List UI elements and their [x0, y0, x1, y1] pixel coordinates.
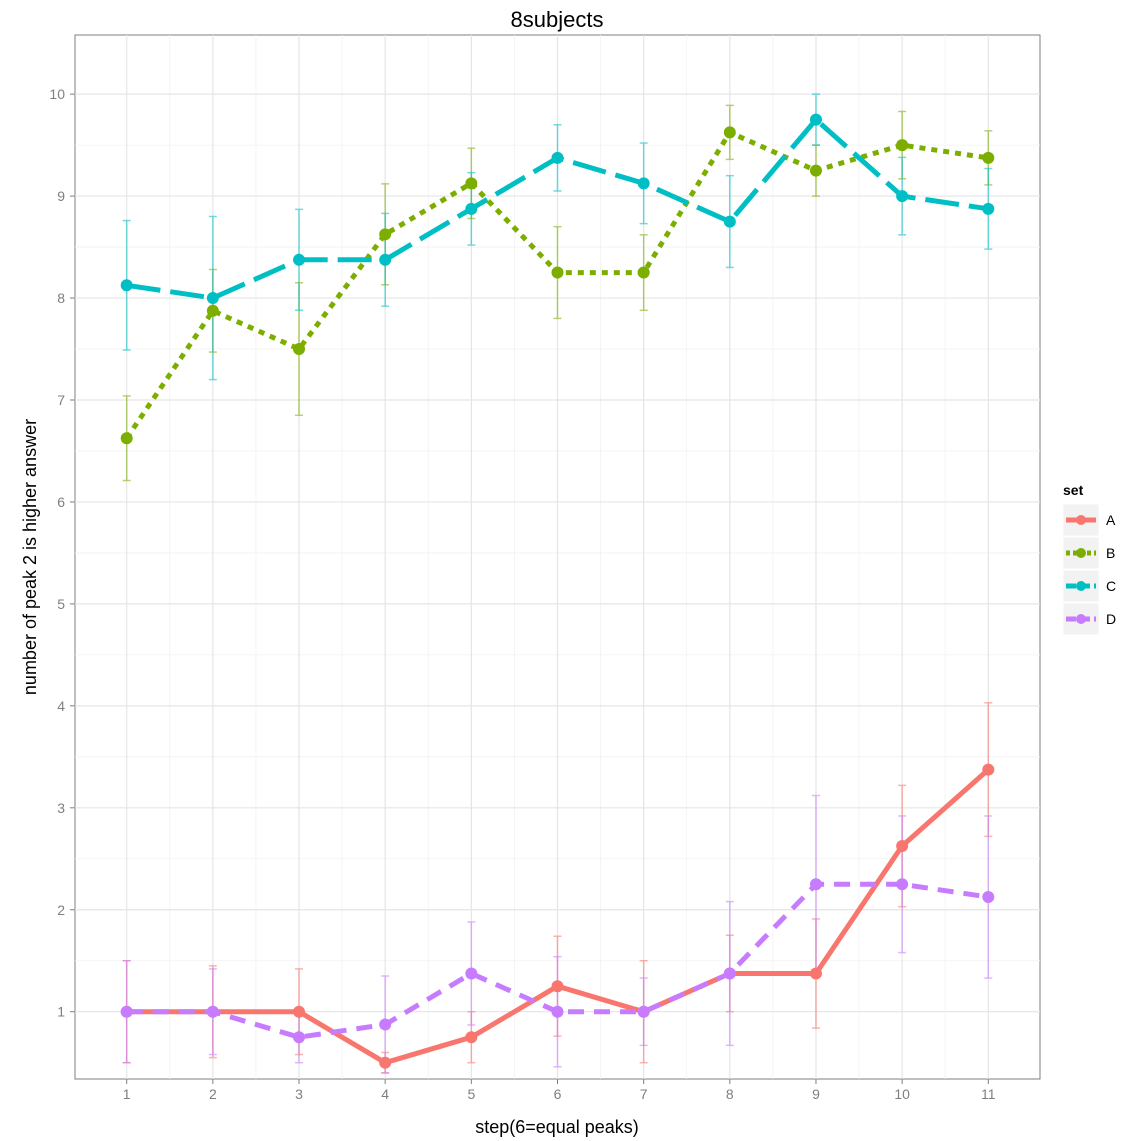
x-tick-label: 2 [209, 1086, 217, 1102]
x-tick-label: 3 [295, 1086, 303, 1102]
data-point-B [379, 228, 392, 241]
data-point-C [723, 215, 736, 228]
legend: set A B C D [1062, 482, 1116, 636]
legend-label-B: B [1106, 545, 1115, 561]
data-point-B [723, 126, 736, 139]
x-tick-label: 5 [467, 1086, 475, 1102]
data-point-B [551, 266, 564, 279]
y-tick-label: 9 [57, 188, 65, 204]
data-point-A [551, 980, 564, 993]
data-point-A [379, 1056, 392, 1069]
x-tick-label: 7 [640, 1086, 648, 1102]
x-axis-title: step(6=equal peaks) [475, 1117, 639, 1137]
y-tick-label: 5 [57, 596, 65, 612]
data-point-C [637, 177, 650, 190]
data-point-D [465, 967, 478, 980]
data-point-C [551, 151, 564, 164]
data-point-B [465, 177, 478, 190]
data-point-C [982, 202, 995, 215]
y-tick-label: 3 [57, 800, 65, 816]
data-point-D [723, 967, 736, 980]
legend-key-point-C [1076, 581, 1086, 591]
data-point-D [637, 1005, 650, 1018]
data-point-B [120, 432, 133, 445]
data-point-C [206, 292, 219, 305]
legend-label-A: A [1106, 512, 1116, 528]
data-point-B [206, 304, 219, 317]
data-point-C [809, 113, 822, 126]
data-point-C [120, 279, 133, 292]
x-tick-label: 1 [123, 1086, 131, 1102]
data-point-C [896, 190, 909, 203]
axis-ticks: 1 2 3 4 5 6 7 8 9 10 1 2 3 4 5 6 7 8 9 10 11 [49, 86, 995, 1102]
data-point-D [809, 878, 822, 891]
data-point-A [465, 1031, 478, 1044]
data-point-A [982, 763, 995, 776]
data-point-D [379, 1018, 392, 1031]
y-tick-label: 4 [57, 698, 65, 714]
data-point-C [293, 253, 306, 266]
data-point-B [809, 164, 822, 177]
legend-label-D: D [1106, 611, 1116, 627]
y-tick-label: 1 [57, 1004, 65, 1020]
y-tick-label: 7 [57, 392, 65, 408]
data-point-D [120, 1005, 133, 1018]
legend-items: A B C D [1062, 503, 1116, 636]
legend-key-point-A [1076, 515, 1086, 525]
legend-title: set [1063, 482, 1084, 498]
data-point-D [551, 1005, 564, 1018]
data-point-B [896, 139, 909, 152]
data-point-A [809, 967, 822, 980]
y-tick-label: 6 [57, 494, 65, 510]
data-point-B [637, 266, 650, 279]
legend-key-point-D [1076, 614, 1086, 624]
x-tick-label: 11 [981, 1086, 996, 1102]
x-tick-label: 8 [726, 1086, 734, 1102]
data-point-C [379, 253, 392, 266]
y-tick-label: 8 [57, 290, 65, 306]
data-point-A [896, 840, 909, 853]
y-axis-title: number of peak 2 is higher answer [20, 419, 40, 695]
x-tick-label: 4 [381, 1086, 389, 1102]
data-point-C [465, 202, 478, 215]
legend-key-point-B [1076, 548, 1086, 558]
y-tick-label: 10 [49, 86, 65, 102]
data-point-D [982, 891, 995, 904]
legend-label-C: C [1106, 578, 1116, 594]
y-tick-label: 2 [57, 902, 65, 918]
data-point-D [293, 1031, 306, 1044]
x-tick-label: 6 [554, 1086, 562, 1102]
x-tick-label: 9 [812, 1086, 820, 1102]
grid-lines [75, 35, 1040, 1079]
data-point-B [293, 343, 306, 356]
chart-title: 8subjects [511, 7, 604, 32]
data-point-D [896, 878, 909, 891]
data-point-B [982, 151, 995, 164]
data-point-A [293, 1005, 306, 1018]
series-points [120, 113, 995, 1069]
x-tick-label: 10 [894, 1086, 910, 1102]
data-point-D [206, 1005, 219, 1018]
